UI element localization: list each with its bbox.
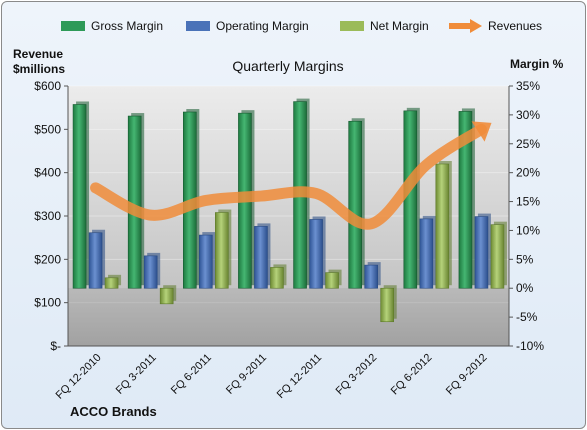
left-tick-label: $100 [34,296,61,310]
operating-margin-bar [474,216,489,289]
gross-margin-bar [72,104,87,289]
net-margin-bar [325,272,339,289]
right-axis-ticks: -10% -5% 0% 5% 10% 15% 20% 25% 30% 35% [509,79,544,353]
right-tick-label: 15% [516,195,540,209]
left-axis-ticks: $- $100 $200 $300 $400 $500 $600 [34,79,68,353]
left-tick-label: $400 [34,166,61,180]
left-tick-label: $200 [34,252,61,266]
legend-label-gross-margin: Gross Margin [91,19,163,33]
category-label: FQ 9-2011 [224,352,269,397]
operating-margin-bar [199,234,213,289]
right-tick-label: 0% [516,281,534,295]
plot-floor [68,288,509,346]
category-label: FQ 9-2012 [444,352,490,398]
left-tick-label: $- [50,339,61,353]
right-tick-label: 5% [516,252,534,266]
left-axis-label-line2: $millions [13,62,65,76]
category-labels: FQ 12-2010 FQ 3-2011 FQ 6-2011 FQ 9-2011 FQ … [54,352,490,402]
right-tick-label: -5% [516,310,538,324]
net-margin-bar [380,287,394,323]
operating-margin-bar [309,219,323,289]
brand-label: ACCO Brands [70,404,157,419]
net-margin-bar [490,224,505,289]
left-tick-label: $600 [34,79,61,93]
legend-label-revenues: Revenues [488,19,542,33]
category-label: FQ 3-2012 [334,352,380,398]
legend: Gross Margin Operating Margin Net Margin… [61,19,542,33]
legend-label-net-margin: Net Margin [370,19,429,33]
chart-title: Quarterly Margins [232,58,343,74]
legend-swatch-net-margin [340,21,364,31]
right-tick-label: 10% [516,223,540,237]
legend-label-operating-margin: Operating Margin [216,19,309,33]
right-tick-label: 35% [516,79,540,93]
net-margin-bar [270,267,284,289]
right-tick-label: 30% [516,108,540,122]
gross-margin-bar [403,110,418,289]
left-axis-label-line1: Revenue [13,47,63,61]
net-margin-bar [159,287,174,305]
legend-swatch-operating-margin [186,21,210,31]
net-margin-bar [435,163,450,289]
gross-margin-bar [348,120,362,289]
net-margin-bar [104,277,119,289]
category-label: FQ 6-2011 [169,352,214,397]
operating-margin-bar [254,226,268,289]
right-tick-label: -10% [516,339,544,353]
left-tick-label: $500 [34,122,61,136]
category-label: FQ 3-2011 [114,352,159,397]
legend-swatch-revenues [449,19,482,33]
right-tick-label: 20% [516,166,540,180]
bars-layer [72,98,507,323]
left-tick-label: $300 [34,209,61,223]
revenue-arrowhead [471,121,492,142]
right-axis-label: Margin % [510,57,564,71]
operating-margin-bar [143,255,158,289]
operating-margin-bar [88,232,103,289]
gross-margin-bar [458,111,473,289]
category-label: FQ 12-2010 [54,352,104,402]
legend-swatch-gross-margin [61,21,85,31]
net-margin-bar [215,212,229,289]
category-label: FQ 12-2011 [275,352,324,401]
right-tick-label: 25% [516,137,540,151]
revenue-line-layer [90,121,492,230]
category-label: FQ 6-2012 [389,352,435,398]
revenue-line [90,123,487,230]
operating-margin-bar [364,264,378,289]
operating-margin-bar [419,218,434,289]
